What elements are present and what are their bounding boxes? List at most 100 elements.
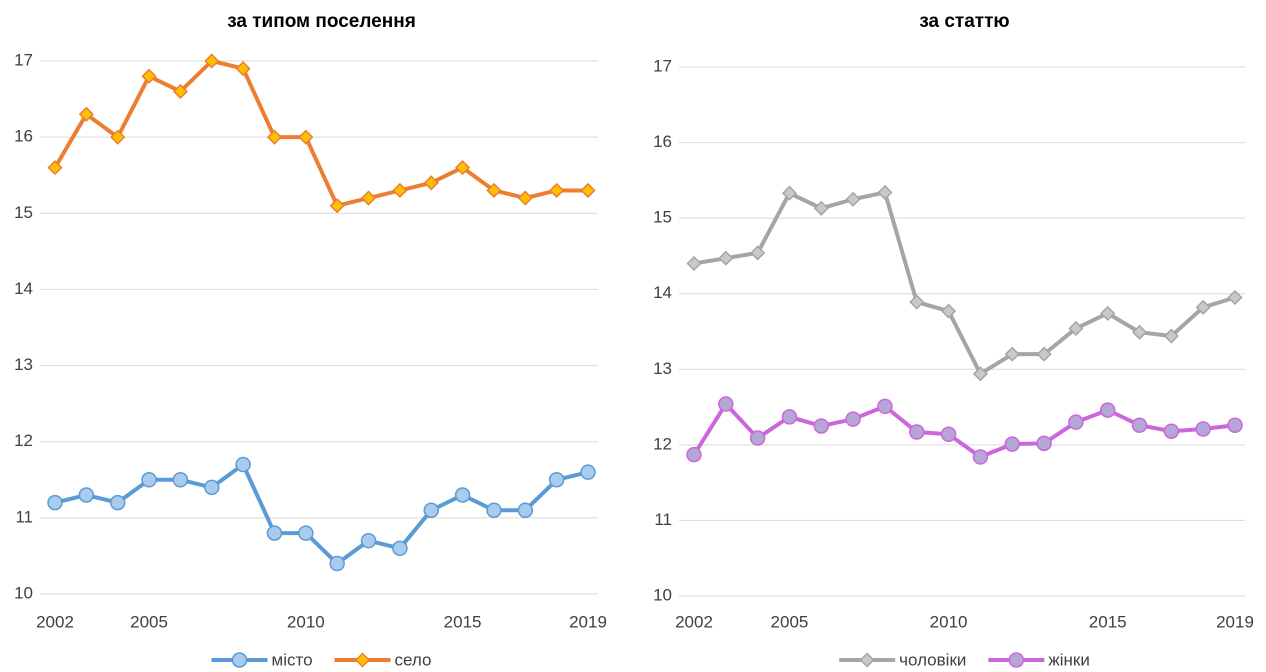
point: [750, 245, 766, 261]
legend-label: село: [395, 650, 432, 669]
y-tick-label: 12: [653, 434, 672, 453]
point: [1036, 435, 1052, 452]
point: [909, 424, 925, 440]
point: [1131, 417, 1148, 433]
point: [235, 61, 251, 77]
point: [549, 182, 565, 199]
point: [235, 456, 251, 473]
x-tick-label: 2002: [36, 612, 74, 631]
point: [78, 106, 94, 122]
y-tick-label: 11: [654, 510, 672, 529]
legend-label: чоловіки: [899, 650, 966, 669]
legend-label: місто: [272, 650, 313, 669]
point: [813, 200, 829, 216]
x-tick-label: 2005: [771, 612, 809, 631]
point: [686, 255, 702, 272]
y-tick-label: 13: [653, 359, 672, 378]
legend-marker: [1008, 652, 1025, 668]
x-tick-label: 2015: [1089, 612, 1127, 631]
point: [877, 184, 893, 201]
legend-marker: [354, 652, 371, 668]
point: [266, 525, 283, 541]
legend-label: жінки: [1048, 650, 1089, 669]
y-tick-label: 15: [14, 203, 33, 222]
point: [329, 555, 345, 572]
series-line: [693, 190, 1236, 376]
point: [1068, 414, 1084, 430]
point: [845, 191, 861, 207]
x-tick-label: 2015: [444, 612, 482, 631]
y-tick-label: 13: [14, 355, 33, 374]
point: [47, 160, 63, 176]
point: [423, 175, 439, 191]
chart-title: за типом поселення: [227, 11, 416, 32]
legend-marker: [859, 652, 875, 668]
y-tick-label: 10: [14, 583, 33, 602]
point: [204, 479, 220, 496]
point: [548, 472, 565, 488]
point: [392, 182, 408, 199]
point: [940, 426, 957, 443]
x-tick-label: 2005: [130, 612, 168, 631]
point: [141, 68, 157, 84]
point: [1163, 423, 1180, 440]
point: [1195, 299, 1211, 315]
point: [172, 472, 189, 488]
point: [1227, 289, 1243, 306]
point: [580, 464, 596, 480]
y-tick-label: 16: [653, 132, 672, 151]
point: [1068, 320, 1084, 337]
point: [909, 294, 925, 310]
point: [718, 250, 734, 266]
x-tick-label: 2019: [1216, 612, 1254, 631]
point: [454, 487, 471, 503]
point: [686, 446, 702, 463]
point: [172, 83, 188, 100]
y-tick-label: 15: [653, 208, 672, 227]
point: [109, 494, 126, 511]
point: [877, 398, 893, 415]
point: [1036, 346, 1052, 362]
point: [329, 198, 345, 214]
point: [486, 182, 502, 199]
point: [749, 430, 766, 446]
point: [781, 185, 798, 201]
y-tick-label: 17: [653, 56, 672, 75]
y-tick-label: 12: [14, 431, 33, 450]
point: [110, 129, 126, 145]
point: [941, 303, 957, 319]
point: [517, 502, 534, 518]
point: [266, 129, 283, 145]
point: [360, 532, 377, 549]
point: [486, 502, 502, 518]
legend-marker: [231, 652, 248, 668]
y-tick-label: 11: [15, 507, 33, 526]
y-tick-label: 14: [653, 283, 672, 302]
x-tick-label: 2002: [675, 612, 713, 631]
point: [1163, 328, 1179, 344]
y-tick-label: 14: [14, 279, 33, 298]
chart-title: за статтю: [919, 11, 1009, 32]
x-tick-label: 2010: [287, 612, 325, 631]
point: [1004, 346, 1020, 362]
point: [972, 449, 989, 465]
point: [141, 472, 157, 488]
point: [718, 396, 734, 412]
y-tick-label: 17: [14, 50, 33, 69]
point: [1100, 305, 1116, 321]
x-tick-label: 2010: [930, 612, 968, 631]
point: [580, 182, 596, 199]
point: [392, 540, 408, 557]
legend: чоловіки жінки: [839, 650, 1090, 669]
point: [517, 190, 533, 206]
series-line: [692, 402, 1236, 459]
point: [781, 409, 798, 425]
x-tick-label: 2019: [569, 612, 607, 631]
point: [360, 190, 377, 206]
point: [298, 129, 314, 145]
point: [1131, 324, 1148, 340]
point: [47, 494, 63, 511]
point: [78, 487, 95, 503]
